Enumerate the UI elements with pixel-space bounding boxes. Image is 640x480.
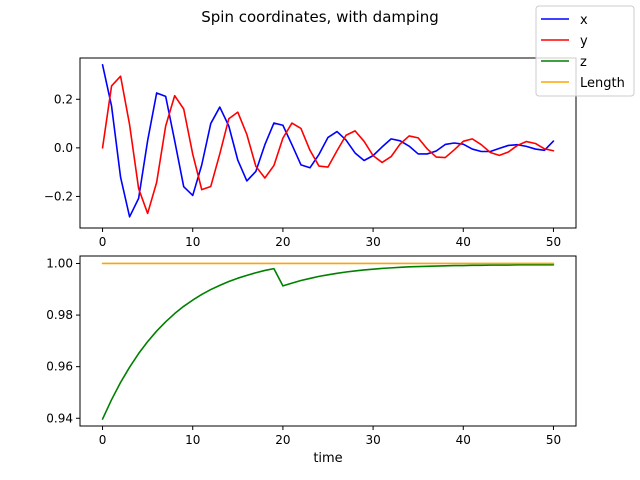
top-axes: 0 10 20 30 40 50 −0.2 0.0 0.2 <box>44 57 577 249</box>
legend-label-x: x <box>580 13 588 28</box>
legend-label-y: y <box>580 34 588 49</box>
top-axes-frame <box>79 57 577 229</box>
bottom-axes-ticks: 0 10 20 30 40 50 0.94 0.96 0.98 1.00 <box>46 256 561 447</box>
y-tick-label: 0.94 <box>46 411 73 425</box>
top-axes-ticks: 0 10 20 30 40 50 −0.2 0.0 0.2 <box>44 92 561 249</box>
series-line-y <box>101 75 555 215</box>
legend: xyz Length <box>535 5 635 97</box>
x-tick-label: 10 <box>185 235 200 249</box>
series-line-z <box>101 263 555 420</box>
x-tick-label: 30 <box>365 433 380 447</box>
y-tick-label: −0.2 <box>44 189 73 203</box>
legend-label-z: z <box>580 55 587 70</box>
figure-title: Spin coordinates, with damping <box>201 8 438 26</box>
x-tick-label: 0 <box>99 433 107 447</box>
legend-label-length: Length <box>580 76 625 91</box>
x-tick-label: 30 <box>365 235 380 249</box>
x-tick-label: 50 <box>546 235 561 249</box>
y-tick-label: 0.98 <box>46 308 73 322</box>
x-tick-label: 50 <box>546 433 561 447</box>
x-tick-label: 40 <box>456 235 471 249</box>
bottom-axes-frame <box>79 255 577 427</box>
x-tick-label: 0 <box>99 235 107 249</box>
y-tick-label: 1.00 <box>46 256 73 270</box>
x-tick-label: 10 <box>185 433 200 447</box>
x-tick-label: 40 <box>456 433 471 447</box>
legend-box <box>535 5 635 97</box>
bottom-axes-xlabel: time <box>313 451 342 466</box>
bottom-axes: 0 10 20 30 40 50 0.94 0.96 0.98 1.00 time <box>46 255 577 466</box>
bottom-axes-series <box>101 262 555 420</box>
x-tick-label: 20 <box>275 433 290 447</box>
series-line-x <box>101 64 555 218</box>
x-tick-label: 20 <box>275 235 290 249</box>
y-tick-label: 0.96 <box>46 360 73 374</box>
top-axes-series <box>101 64 555 218</box>
legend-entries: xyz Length <box>541 13 625 91</box>
y-tick-label: 0.2 <box>54 92 73 106</box>
y-tick-label: 0.0 <box>54 141 73 155</box>
